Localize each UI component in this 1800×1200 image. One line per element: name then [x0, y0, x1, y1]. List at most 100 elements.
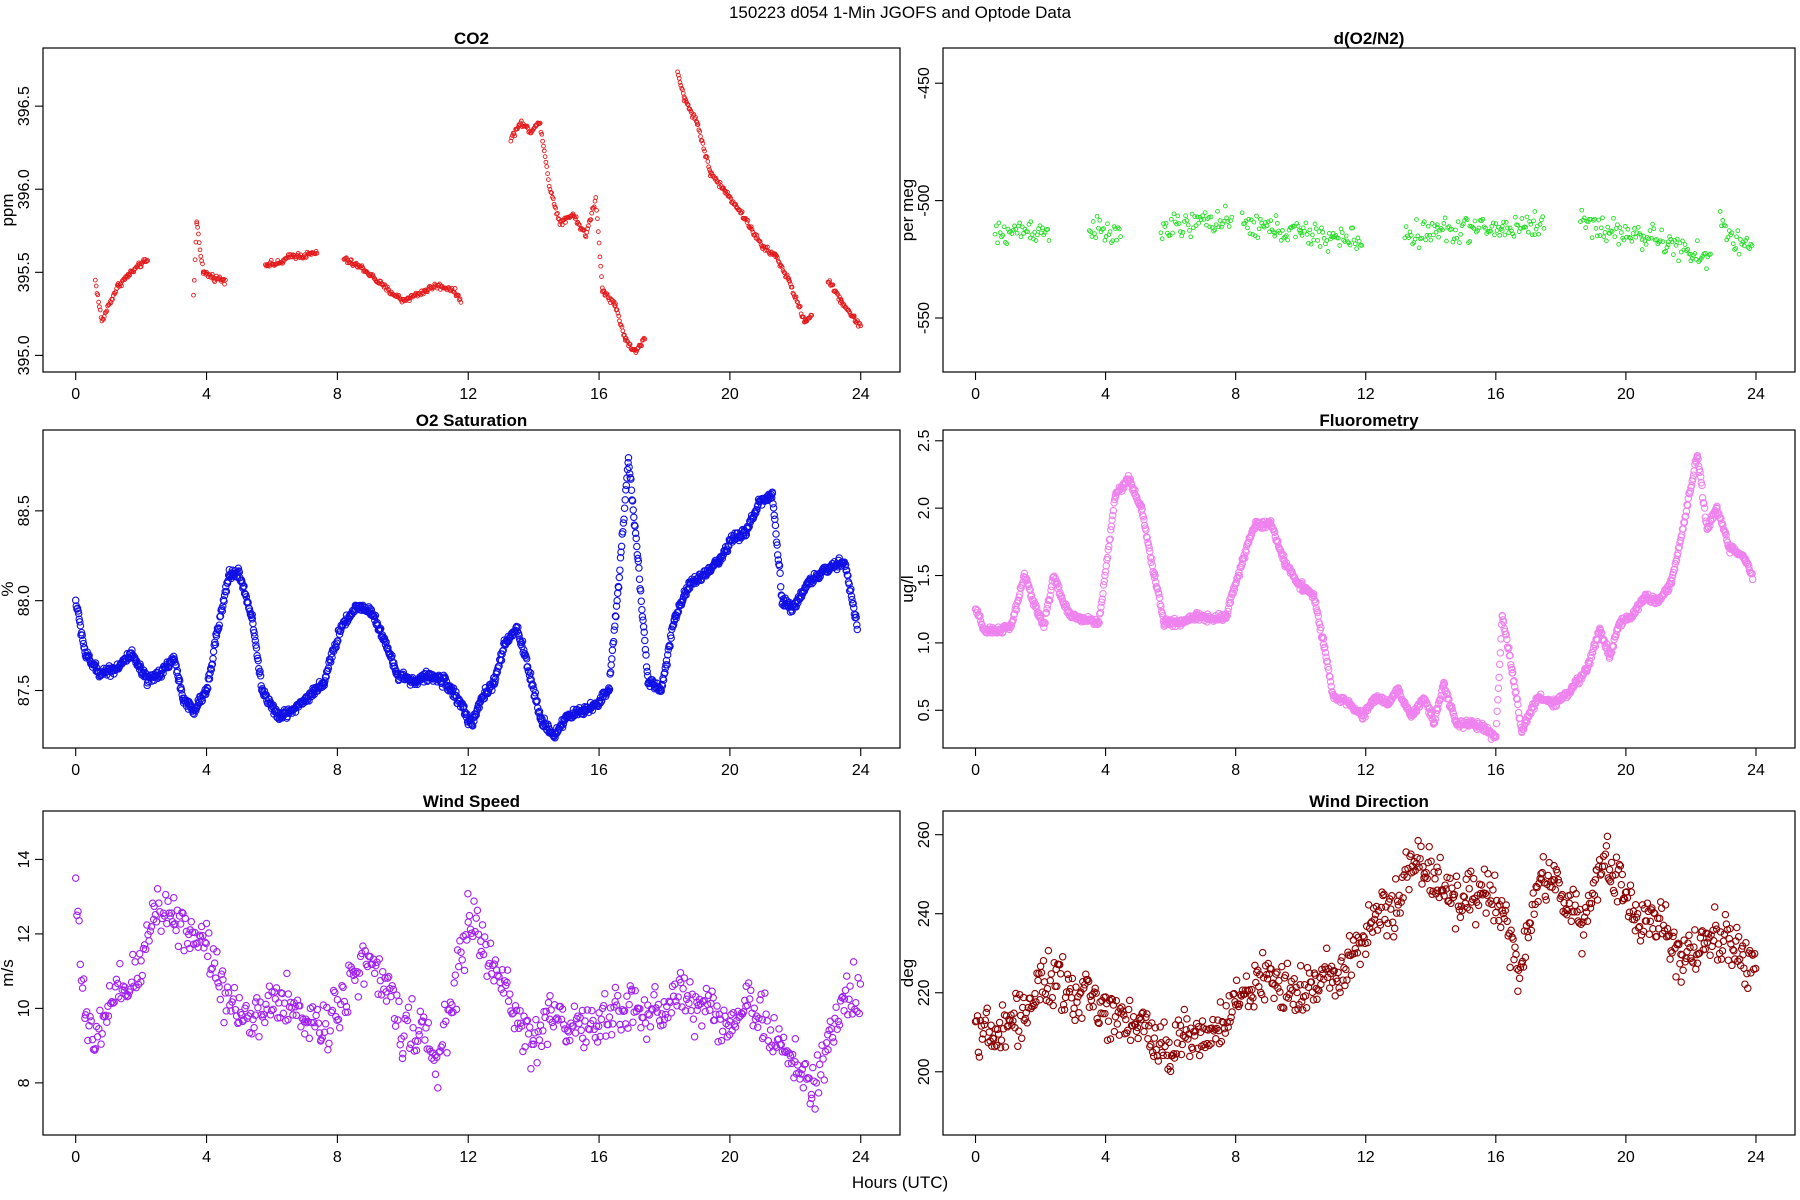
do2n2-point [1215, 208, 1220, 214]
wind-speed-point [454, 962, 463, 971]
do2n2-point [1206, 214, 1212, 220]
do2n2-point [1102, 237, 1108, 243]
do2n2-point [1317, 244, 1323, 249]
wind-direction-point [1014, 1042, 1022, 1051]
co2-point [702, 148, 707, 154]
o2-saturation-point [627, 475, 635, 483]
wind-speed-point [411, 1037, 420, 1045]
wind-speed-point [124, 992, 132, 1000]
do2n2-point [1212, 227, 1218, 233]
o2-saturation-point [92, 664, 101, 672]
do2n2-point [1003, 240, 1008, 245]
wind-speed-point [412, 1046, 421, 1055]
co2-point [546, 183, 552, 189]
wind-speed-point [529, 1040, 538, 1049]
co2-point [303, 254, 308, 259]
fluorometry-point [1096, 608, 1105, 617]
co2-point [545, 171, 550, 176]
wind-speed-point [255, 1032, 263, 1041]
co2-point [512, 133, 518, 139]
wind-direction-point [995, 1018, 1004, 1027]
wind-direction-point [1242, 972, 1251, 980]
do2n2-point [1040, 225, 1045, 231]
co2-point [589, 210, 595, 216]
wind-direction-point [1112, 996, 1121, 1005]
do2n2-point [1207, 224, 1213, 230]
do2n2-point [1471, 226, 1477, 231]
o2-saturation-point [631, 529, 640, 537]
do2n2-point [1245, 225, 1250, 231]
wind-speed-point [127, 978, 136, 986]
wind-speed-point [442, 1017, 450, 1026]
wind-speed-point [297, 1022, 305, 1031]
do2n2-point [1621, 237, 1627, 243]
do2n2-point [1747, 246, 1752, 251]
co2-point [541, 143, 546, 149]
wind-speed-point [271, 995, 280, 1003]
do2n2-point [1246, 216, 1252, 222]
wind-direction-ytick-label: 260 [916, 821, 933, 848]
wind-direction-point [1034, 976, 1042, 985]
wind-direction-point [1010, 1009, 1018, 1018]
wind-speed-point [352, 969, 360, 978]
wind-speed-point [582, 1038, 590, 1046]
wind-speed-point [478, 921, 487, 929]
wind-speed-point [503, 978, 511, 987]
wind-speed-point [595, 1009, 603, 1017]
do2n2-point [1092, 231, 1097, 236]
wind-direction-point [1072, 983, 1080, 991]
o2-saturation-point [627, 486, 636, 494]
wind-speed-point [814, 1089, 823, 1097]
o2-saturation-xtick-label: 12 [459, 762, 477, 779]
do2n2-plot-frame [942, 47, 1796, 373]
fluorometry-point [1435, 696, 1443, 705]
wind-speed-point [673, 1001, 681, 1010]
co2-point [624, 338, 630, 344]
fluorometry-point [1275, 544, 1283, 553]
do2n2-point [1536, 231, 1542, 237]
wind-speed-point [466, 925, 475, 934]
wind-speed-point [156, 908, 164, 916]
do2n2-point [1181, 219, 1187, 224]
do2n2-point [1633, 234, 1639, 240]
wind-speed-point [516, 1007, 524, 1015]
wind-speed-point [123, 992, 131, 1001]
wind-speed-point [112, 975, 121, 984]
do2n2-point [1659, 227, 1665, 233]
o2-saturation-point [776, 583, 785, 591]
do2n2-point [1022, 226, 1028, 232]
wind-speed-point [718, 1027, 727, 1036]
co2-point [683, 97, 689, 103]
o2-saturation-point [638, 612, 647, 621]
wind-speed-point [607, 1030, 616, 1039]
wind-direction-point [1290, 975, 1298, 983]
wind-speed-point [594, 1022, 603, 1031]
o2-saturation-point [321, 677, 329, 685]
fluorometry-point [1715, 509, 1723, 518]
wind-speed-point [140, 941, 149, 949]
do2n2-point [1444, 238, 1449, 244]
do2n2-point [1490, 220, 1496, 226]
do2n2-point [1442, 215, 1448, 221]
co2-point [676, 75, 682, 81]
do2n2-point [1524, 214, 1530, 220]
do2n2-point [1351, 237, 1357, 243]
wind-direction-point [1216, 998, 1225, 1006]
wind-direction-point [1170, 1054, 1179, 1062]
wind-speed-point [375, 955, 384, 963]
do2n2-point [1029, 232, 1035, 238]
o2-saturation-point [663, 651, 672, 659]
co2-point [449, 285, 455, 291]
co2-point [638, 342, 644, 348]
co2-point [197, 247, 203, 253]
do2n2-point [1185, 222, 1191, 228]
fluorometry-ytick-label: 2.5 [916, 430, 933, 452]
fluorometry-point [1609, 642, 1618, 651]
wind-speed-point [205, 929, 213, 937]
wind-direction-point [1120, 1011, 1128, 1019]
do2n2-point [1664, 244, 1670, 250]
wind-direction-point [1108, 995, 1117, 1004]
fluorometry-point [1707, 517, 1715, 525]
wind-direction-point [1198, 1017, 1207, 1025]
o2-saturation-point [770, 511, 778, 520]
